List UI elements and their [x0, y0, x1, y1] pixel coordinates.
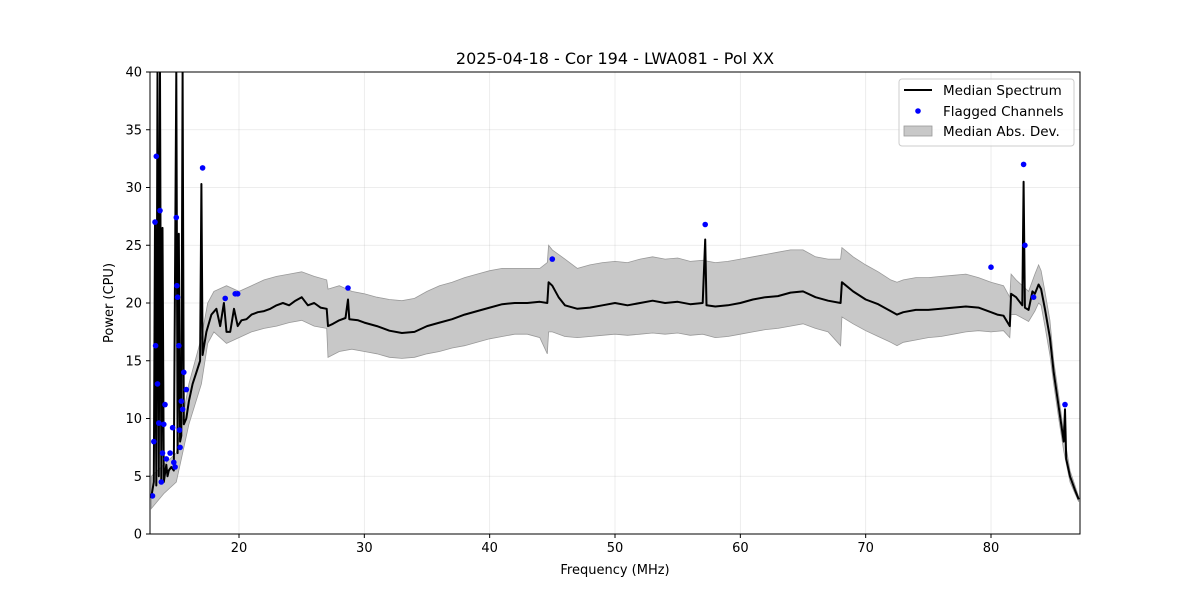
flagged-channel-point	[156, 420, 162, 426]
flagged-channel-point	[158, 479, 165, 485]
y-tick-label: 20	[125, 297, 142, 312]
y-tick-label: 5	[134, 470, 142, 485]
flagged-channel-point	[171, 459, 177, 466]
flagged-channel-point	[152, 342, 159, 349]
y-tick-label: 10	[125, 412, 142, 427]
y-axis: 0 5 10 15 20 25 30 35 40	[125, 66, 150, 543]
median-line-layer	[150, 72, 1080, 500]
legend-frame	[898, 78, 1075, 147]
flagged-channel-point	[177, 444, 183, 451]
median-spectrum-line	[150, 72, 1080, 500]
x-tick-label: 70	[857, 541, 874, 556]
flagged-channel-point	[174, 294, 181, 301]
flagged-channel-point	[169, 424, 176, 431]
x-axis-label: Frequency (MHz)	[560, 563, 669, 578]
flagged-channel-point	[152, 219, 158, 225]
flagged-channel-point	[173, 214, 180, 221]
flagged-channel-point	[1020, 161, 1027, 168]
flagged-channel-point	[179, 406, 186, 413]
flagged-channel-point	[702, 221, 708, 228]
flagged-channel-point	[172, 464, 178, 470]
flagged-channel-point	[234, 291, 241, 297]
flagged-channel-point	[174, 282, 180, 289]
y-tick-label: 40	[125, 66, 142, 81]
flagged-points-layer	[150, 153, 1068, 499]
flagged-channel-point	[176, 427, 183, 433]
flagged-channel-point	[199, 165, 206, 171]
flagged-channel-point	[178, 398, 185, 405]
flagged-channel-point	[157, 207, 163, 214]
flagged-channel-point	[162, 401, 168, 408]
legend-median-label: Median Spectrum	[943, 83, 1062, 99]
chart-title: 2025-04-18 - Cor 194 - LWA081 - Pol XX	[456, 49, 774, 68]
y-tick-label: 15	[125, 354, 142, 369]
y-axis-label: Power (CPU)	[102, 263, 117, 343]
flagged-channel-point	[181, 369, 187, 376]
x-tick-label: 30	[356, 541, 373, 556]
x-tick-label: 40	[481, 541, 498, 556]
x-tick-label: 20	[231, 541, 248, 556]
flagged-channel-point	[163, 456, 170, 462]
flagged-channel-point	[176, 342, 182, 349]
flagged-channel-point	[549, 256, 556, 262]
flagged-channel-point	[988, 264, 994, 271]
legend: Median Spectrum Flagged Channels Median …	[898, 78, 1075, 147]
x-tick-label: 80	[983, 541, 1000, 556]
flagged-channel-point	[161, 421, 167, 428]
y-tick-label: 35	[125, 123, 142, 138]
flagged-channel-point	[150, 493, 156, 499]
flagged-channel-point	[159, 450, 166, 456]
flagged-channel-point	[1022, 242, 1028, 249]
mad-band-layer	[150, 244, 1080, 510]
flagged-channel-point	[154, 381, 161, 387]
y-tick-label: 0	[134, 528, 142, 543]
flagged-channel-point	[1030, 294, 1037, 301]
flagged-channel-point	[167, 450, 173, 456]
legend-mad-swatch	[903, 125, 933, 137]
mad-band	[150, 244, 1080, 510]
flagged-channel-point	[345, 285, 351, 291]
legend-flagged-label: Flagged Channels	[943, 104, 1064, 120]
flagged-channel-point	[183, 386, 190, 393]
legend-mad-label: Median Abs. Dev.	[943, 124, 1060, 140]
y-tick-label: 30	[125, 181, 142, 196]
legend-flagged-swatch	[915, 108, 921, 114]
x-axis: 20 30 40 50 60 70 80	[231, 534, 1000, 556]
flagged-channel-point	[1062, 401, 1068, 408]
y-tick-label: 25	[125, 239, 142, 254]
flagged-channel-point	[153, 153, 160, 160]
x-tick-label: 60	[732, 541, 749, 556]
x-tick-label: 50	[607, 541, 624, 556]
flagged-channel-point	[151, 438, 157, 445]
flagged-channel-point	[222, 295, 228, 302]
